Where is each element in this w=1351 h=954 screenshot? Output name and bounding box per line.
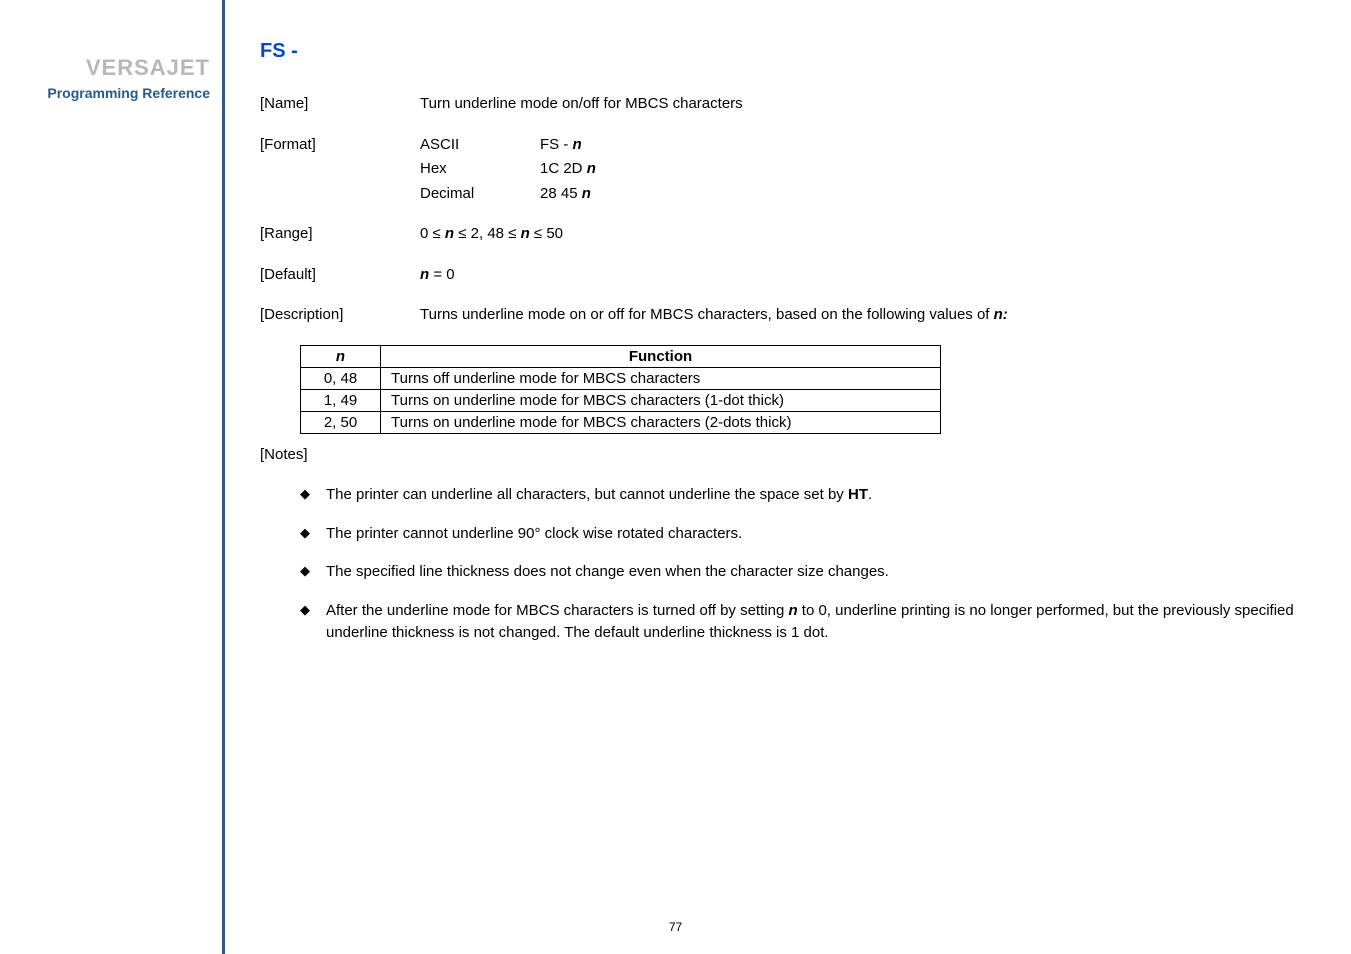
table-row: 2, 50 Turns on underline mode for MBCS c… [301,411,941,433]
table-header-n: n [301,345,381,367]
range-n2: n [521,225,530,242]
table-row: 0, 48 Turns off underline mode for MBCS … [301,367,941,389]
range-suffix: ≤ 50 [530,225,563,242]
note-item: ◆ The printer can underline all characte… [300,484,1311,507]
note1-prefix: The printer can underline all characters… [326,486,848,503]
description-prefix: Turns underline mode on or off for MBCS … [420,306,994,323]
note4-n: n [788,602,797,619]
note1-suffix: . [868,486,872,503]
th-n-text: n [336,348,345,365]
format-dec-value: 28 45 n [540,183,1311,206]
range-prefix: 0 ≤ [420,225,445,242]
format-value: ASCII FS - n Hex 1C 2D n Decimal 28 45 n [420,134,1311,206]
diamond-bullet-icon: ◆ [300,561,326,584]
description-row: [Description] Turns underline mode on or… [260,304,1311,327]
description-n: n: [994,306,1008,323]
note-item: ◆ The printer cannot underline 90° clock… [300,523,1311,546]
table-cell-n: 0, 48 [301,367,381,389]
notes-label: [Notes] [260,444,420,467]
note1-bold: HT [848,486,868,503]
diamond-bullet-icon: ◆ [300,600,326,645]
range-value: 0 ≤ n ≤ 2, 48 ≤ n ≤ 50 [420,223,1311,246]
default-row: [Default] n = 0 [260,264,1311,287]
format-ascii-n: n [573,136,582,153]
function-table: n Function 0, 48 Turns off underline mod… [300,345,941,434]
range-n1: n [445,225,454,242]
format-hex-n: n [587,160,596,177]
format-dec-label: Decimal [420,183,540,206]
notes-value [420,444,1311,467]
table-header-func: Function [381,345,941,367]
default-label: [Default] [260,264,420,287]
format-label: [Format] [260,134,420,206]
table-cell-func: Turns on underline mode for MBCS charact… [381,411,941,433]
format-hex-prefix: 1C 2D [540,160,587,177]
table-cell-n: 2, 50 [301,411,381,433]
note-text: The printer cannot underline 90° clock w… [326,523,1311,546]
description-label: [Description] [260,304,420,327]
default-val: = 0 [429,266,454,283]
note4-prefix: After the underline mode for MBCS charac… [326,602,788,619]
default-n: n [420,266,429,283]
table-cell-func: Turns off underline mode for MBCS charac… [381,367,941,389]
notes-list: ◆ The printer can underline all characte… [300,484,1311,645]
range-mid: ≤ 2, 48 ≤ [454,225,521,242]
table-row: 1, 49 Turns on underline mode for MBCS c… [301,389,941,411]
format-ascii-label: ASCII [420,134,540,157]
note-text: The specified line thickness does not ch… [326,561,1311,584]
table-header-row: n Function [301,345,941,367]
content-area: FS - [Name] Turn underline mode on/off f… [260,40,1311,661]
table-cell-func: Turns on underline mode for MBCS charact… [381,389,941,411]
notes-row: [Notes] [260,444,1311,467]
default-value: n = 0 [420,264,1311,287]
sidebar: VERSAJET Programming Reference [0,0,225,954]
page-number: 77 [0,920,1351,934]
note-text: After the underline mode for MBCS charac… [326,600,1311,645]
diamond-bullet-icon: ◆ [300,484,326,507]
command-title: FS - [260,40,1311,63]
format-ascii-prefix: FS - [540,136,573,153]
brand-title: VERSAJET [86,55,210,81]
diamond-bullet-icon: ◆ [300,523,326,546]
table-cell-n: 1, 49 [301,389,381,411]
format-hex-value: 1C 2D n [540,158,1311,181]
format-dec-n: n [582,185,591,202]
note-item: ◆ After the underline mode for MBCS char… [300,600,1311,645]
description-value: Turns underline mode on or off for MBCS … [420,304,1311,327]
format-ascii-value: FS - n [540,134,1311,157]
format-row: [Format] ASCII FS - n Hex 1C 2D n Decima… [260,134,1311,206]
range-row: [Range] 0 ≤ n ≤ 2, 48 ≤ n ≤ 50 [260,223,1311,246]
format-hex-label: Hex [420,158,540,181]
note-item: ◆ The specified line thickness does not … [300,561,1311,584]
name-value: Turn underline mode on/off for MBCS char… [420,93,1311,116]
name-row: [Name] Turn underline mode on/off for MB… [260,93,1311,116]
note-text: The printer can underline all characters… [326,484,1311,507]
name-label: [Name] [260,93,420,116]
range-label: [Range] [260,223,420,246]
format-dec-prefix: 28 45 [540,185,582,202]
sidebar-subtitle: Programming Reference [47,85,210,101]
